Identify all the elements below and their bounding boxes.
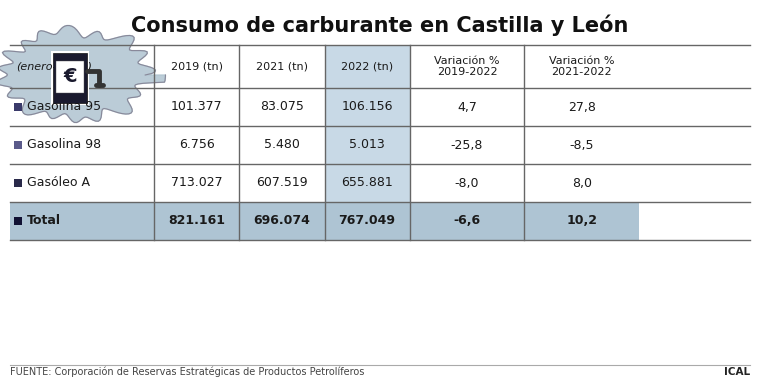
- Text: 2019 (tn): 2019 (tn): [171, 62, 223, 72]
- Text: 2022 (tn): 2022 (tn): [341, 62, 393, 72]
- Bar: [325, 45, 410, 202]
- Text: -6,6: -6,6: [454, 214, 480, 228]
- Text: 713.027: 713.027: [171, 176, 223, 189]
- Bar: [325, 202, 410, 240]
- Text: -8,0: -8,0: [454, 176, 480, 189]
- Text: 2021 (tn): 2021 (tn): [256, 62, 308, 72]
- Bar: [56, 61, 84, 93]
- Text: FUENTE: Corporación de Reservas Estratégicas de Productos Petrolíferos: FUENTE: Corporación de Reservas Estratég…: [10, 367, 364, 377]
- Text: 607.519: 607.519: [256, 176, 308, 189]
- Text: 83.075: 83.075: [260, 100, 304, 114]
- Text: 27,8: 27,8: [568, 100, 596, 114]
- Text: 6.756: 6.756: [179, 139, 215, 152]
- Text: 696.074: 696.074: [254, 214, 310, 228]
- Text: (enero-mayo): (enero-mayo): [16, 62, 92, 72]
- Bar: [14, 217, 22, 225]
- Bar: [10, 202, 154, 240]
- Bar: [14, 103, 22, 111]
- Bar: [239, 202, 325, 240]
- Bar: [14, 141, 22, 149]
- Bar: [14, 179, 22, 187]
- Bar: [51, 51, 89, 105]
- Bar: [53, 53, 87, 103]
- Bar: [410, 202, 524, 240]
- Text: 5.480: 5.480: [264, 139, 300, 152]
- Text: 10,2: 10,2: [566, 214, 597, 228]
- Text: 4,7: 4,7: [457, 100, 477, 114]
- Text: 821.161: 821.161: [169, 214, 226, 228]
- Text: 5.013: 5.013: [349, 139, 385, 152]
- Text: -25,8: -25,8: [451, 139, 483, 152]
- Text: Gasolina 95: Gasolina 95: [27, 100, 101, 114]
- Text: Gasóleo A: Gasóleo A: [27, 176, 90, 189]
- Text: 106.156: 106.156: [341, 100, 393, 114]
- Text: Gasolina 98: Gasolina 98: [27, 139, 101, 152]
- Text: €: €: [63, 67, 77, 85]
- Text: Variación %
2021-2022: Variación % 2021-2022: [549, 56, 614, 77]
- Text: 8,0: 8,0: [572, 176, 591, 189]
- Text: 767.049: 767.049: [338, 214, 395, 228]
- Text: ICAL: ICAL: [724, 367, 750, 377]
- Bar: [524, 202, 639, 240]
- Text: 101.377: 101.377: [171, 100, 223, 114]
- Text: 655.881: 655.881: [341, 176, 393, 189]
- Text: -8,5: -8,5: [569, 139, 594, 152]
- Text: Total: Total: [27, 214, 61, 228]
- Text: Variación %
2019-2022: Variación % 2019-2022: [434, 56, 500, 77]
- Bar: [154, 202, 239, 240]
- Text: Consumo de carburante en Castilla y León: Consumo de carburante en Castilla y León: [131, 15, 629, 37]
- Polygon shape: [0, 25, 166, 122]
